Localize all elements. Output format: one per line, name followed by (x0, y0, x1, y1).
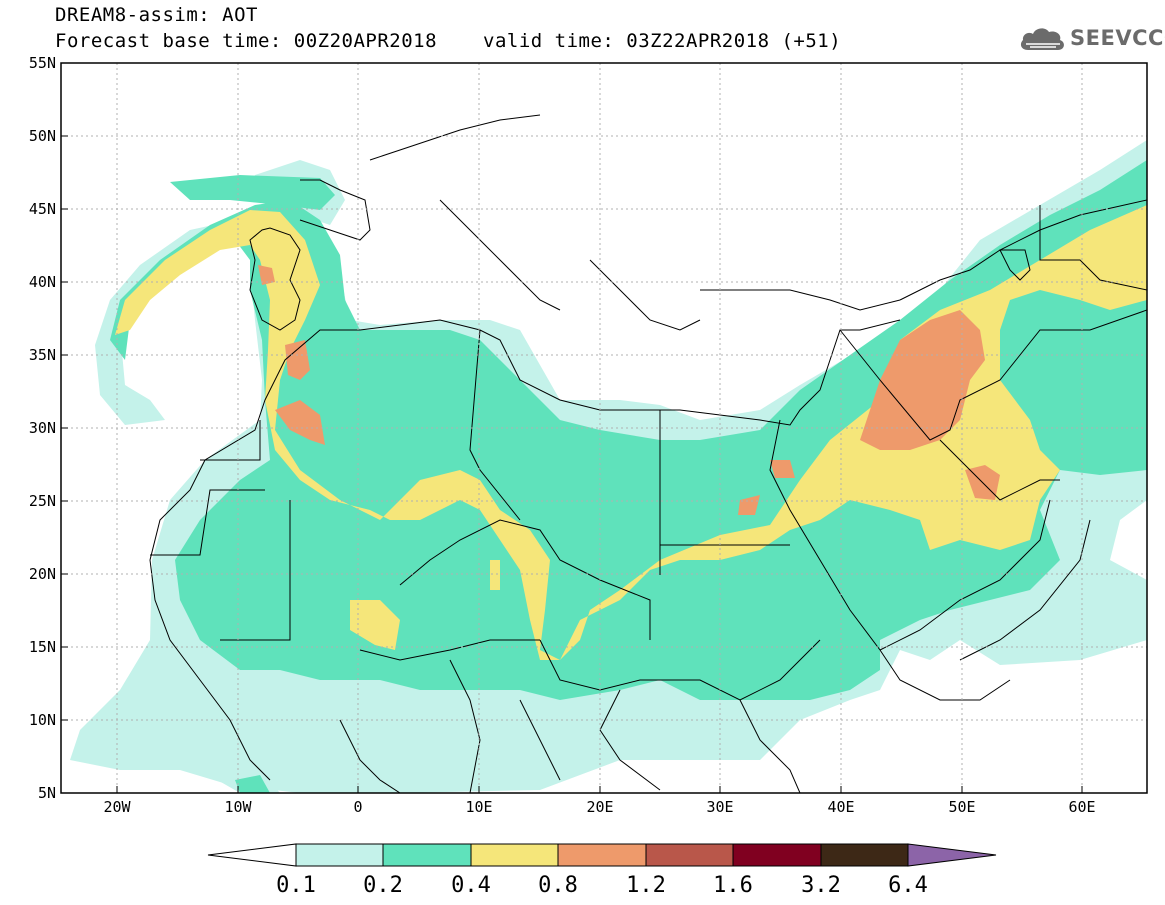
lat-label: 10N (29, 711, 56, 729)
lon-label: 40E (827, 798, 854, 816)
logo-text: SEEVCCC (1070, 26, 1165, 50)
lon-label: 30E (706, 798, 733, 816)
colorbar-label: 0.2 (363, 873, 403, 898)
forecast-base-time: Forecast base time: 00Z20APR2018 (55, 30, 438, 52)
colorbar-labels: 0.1 0.2 0.4 0.8 1.2 1.6 3.2 6.4 (276, 873, 928, 898)
lat-label: 55N (29, 54, 56, 72)
lon-label: 60E (1068, 798, 1095, 816)
valid-time: valid time: 03Z22APR2018 (+51) (483, 30, 842, 52)
lat-label: 15N (29, 638, 56, 656)
colorbar-segment (470, 843, 559, 867)
map-gridlines (61, 63, 1147, 793)
latitude-labels: 55N 50N 45N 40N 35N 30N 25N 20N 15N 10N … (29, 54, 56, 802)
lat-label: 25N (29, 492, 56, 510)
lat-label: 40N (29, 273, 56, 291)
colorbar-upper-arrow (907, 843, 997, 867)
lat-label: 45N (29, 200, 56, 218)
colorbar-label: 3.2 (801, 873, 841, 898)
lon-label: 0 (353, 798, 362, 816)
colorbar-segment (382, 843, 472, 867)
colorbar-label: 0.4 (451, 873, 491, 898)
lon-label: 10E (465, 798, 492, 816)
aot-level-0.8 (258, 265, 1000, 515)
colorbar-segment (645, 843, 734, 867)
map-title: DREAM8-assim: AOT (55, 4, 258, 26)
colorbar-segment (557, 843, 647, 867)
colorbar-label: 0.1 (276, 873, 316, 898)
lat-label: 35N (29, 346, 56, 364)
aot-level-0.2 (110, 160, 1147, 793)
lon-label: 10W (224, 798, 252, 816)
aot-contour-fields (70, 140, 1147, 793)
colorbar-label: 1.6 (713, 873, 753, 898)
lat-label: 5N (38, 784, 56, 802)
colorbar (207, 843, 997, 867)
longitude-labels: 20W 10W 0 10E 20E 30E 40E 50E 60E (103, 798, 1095, 816)
colorbar-label: 0.8 (538, 873, 578, 898)
lat-label: 30N (29, 419, 56, 437)
colorbar-segment (820, 843, 909, 867)
cloud-icon (1020, 28, 1064, 50)
seevccc-logo: SEEVCCC (1018, 22, 1165, 58)
colorbar-segment (295, 843, 384, 867)
lon-label: 20E (586, 798, 613, 816)
coastlines-borders (149, 114, 1147, 793)
axis-ticks (61, 62, 1083, 794)
lat-label: 50N (29, 127, 56, 145)
lat-label: 20N (29, 565, 56, 583)
colorbar-lower-arrow (207, 843, 297, 867)
colorbar-label: 1.2 (626, 873, 666, 898)
lon-label: 20W (103, 798, 131, 816)
colorbar-label: 6.4 (888, 873, 928, 898)
colorbar-segment (732, 843, 822, 867)
lon-label: 50E (948, 798, 975, 816)
